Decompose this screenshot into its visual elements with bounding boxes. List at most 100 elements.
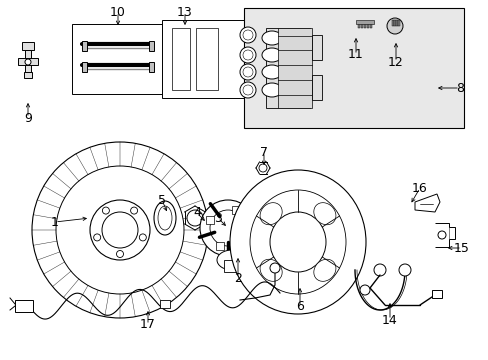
Bar	[160, 300, 170, 308]
Bar	[18, 58, 38, 65]
Ellipse shape	[260, 259, 282, 281]
Circle shape	[116, 251, 123, 257]
Bar	[242, 231, 250, 240]
Circle shape	[243, 85, 252, 95]
Text: 7: 7	[260, 145, 267, 158]
Polygon shape	[172, 25, 190, 90]
Text: 13: 13	[177, 5, 192, 18]
Bar	[196, 28, 218, 90]
Text: 17: 17	[140, 319, 156, 332]
Bar	[162, 20, 244, 98]
Circle shape	[240, 47, 256, 63]
Ellipse shape	[229, 170, 365, 314]
Circle shape	[243, 30, 252, 40]
Circle shape	[94, 234, 101, 241]
Bar	[25, 50, 31, 72]
Ellipse shape	[217, 250, 246, 270]
Ellipse shape	[32, 142, 207, 318]
Ellipse shape	[269, 212, 325, 272]
Bar	[363, 22, 365, 28]
Circle shape	[240, 27, 256, 43]
Ellipse shape	[200, 200, 256, 256]
Circle shape	[259, 164, 266, 172]
Text: 2: 2	[234, 271, 242, 284]
Text: 11: 11	[347, 49, 363, 62]
Circle shape	[186, 210, 203, 226]
Bar	[355, 20, 373, 24]
Circle shape	[25, 59, 31, 65]
Bar	[82, 41, 87, 51]
Circle shape	[386, 18, 402, 34]
Ellipse shape	[262, 31, 282, 45]
Polygon shape	[414, 194, 439, 212]
Bar	[231, 206, 239, 213]
Bar	[15, 300, 33, 312]
Ellipse shape	[158, 206, 172, 230]
Text: 8: 8	[455, 81, 463, 94]
Bar	[149, 41, 154, 51]
Text: 9: 9	[24, 112, 32, 125]
Polygon shape	[196, 25, 220, 90]
Ellipse shape	[209, 210, 245, 246]
Ellipse shape	[102, 212, 138, 248]
Bar	[172, 28, 190, 90]
Text: 15: 15	[453, 242, 469, 255]
Circle shape	[243, 50, 252, 60]
Bar	[224, 260, 240, 272]
Bar	[360, 22, 362, 28]
Circle shape	[269, 263, 280, 273]
Text: 4: 4	[193, 207, 201, 220]
Ellipse shape	[90, 200, 150, 260]
Bar	[393, 20, 395, 26]
Ellipse shape	[249, 190, 346, 294]
Circle shape	[102, 207, 109, 214]
Bar	[357, 22, 359, 28]
Text: 5: 5	[158, 194, 165, 207]
Circle shape	[243, 67, 252, 77]
Bar	[72, 24, 162, 94]
Ellipse shape	[262, 65, 282, 79]
Text: 10: 10	[110, 5, 126, 18]
Ellipse shape	[313, 203, 335, 225]
Ellipse shape	[56, 166, 183, 294]
Bar	[82, 62, 87, 72]
Bar	[24, 72, 32, 78]
Ellipse shape	[260, 203, 282, 225]
Bar	[216, 243, 224, 251]
Bar	[391, 20, 393, 26]
Bar	[205, 216, 213, 224]
Bar	[431, 290, 441, 298]
Polygon shape	[256, 18, 315, 118]
Circle shape	[373, 264, 385, 276]
Ellipse shape	[262, 83, 282, 97]
Circle shape	[240, 82, 256, 98]
Polygon shape	[434, 223, 448, 247]
Bar	[244, 8, 463, 128]
Bar	[397, 20, 399, 26]
Ellipse shape	[154, 201, 176, 235]
Circle shape	[437, 231, 445, 239]
Bar	[395, 20, 397, 26]
Bar	[311, 35, 321, 60]
Bar	[149, 62, 154, 72]
Text: 1: 1	[51, 216, 59, 229]
Text: 16: 16	[411, 181, 427, 194]
Ellipse shape	[262, 48, 282, 62]
Text: 12: 12	[387, 55, 403, 68]
Circle shape	[130, 207, 137, 214]
Circle shape	[240, 64, 256, 80]
Text: 14: 14	[381, 314, 397, 327]
Bar	[366, 22, 368, 28]
Polygon shape	[448, 227, 454, 239]
Circle shape	[359, 285, 369, 295]
Text: 3: 3	[214, 211, 222, 225]
Bar	[369, 22, 371, 28]
Bar	[22, 42, 34, 50]
Text: 6: 6	[295, 301, 304, 314]
Bar	[265, 28, 309, 108]
Bar	[278, 28, 311, 108]
Bar	[311, 75, 321, 100]
Circle shape	[139, 234, 146, 241]
Circle shape	[398, 264, 410, 276]
Ellipse shape	[313, 259, 335, 281]
